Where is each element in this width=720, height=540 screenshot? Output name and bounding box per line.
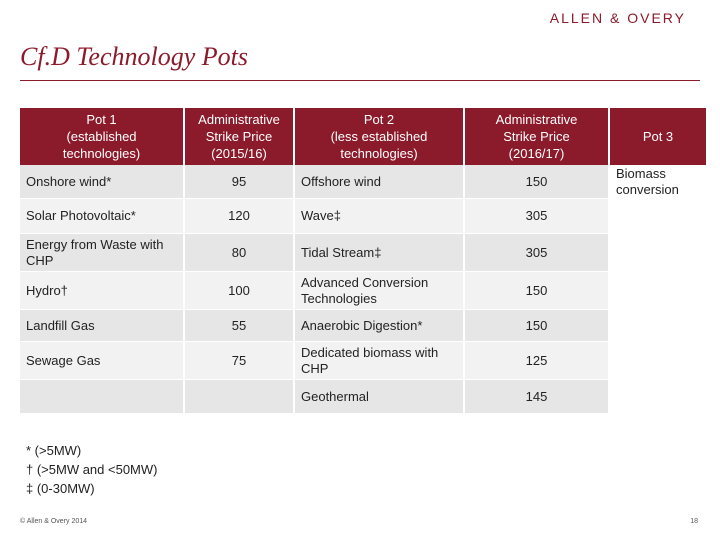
- strike-price-2016-cell: 125: [465, 342, 610, 380]
- allen-overy-logo: ALLEN & OVERY: [549, 10, 686, 26]
- header-strike-price-2015: Administrative Strike Price (2015/16): [185, 108, 295, 165]
- pot3-cell: [610, 234, 706, 272]
- slide-title: Cf.D Technology Pots: [20, 42, 248, 71]
- table-row: Solar Photovoltaic* 120 Wave‡ 305: [20, 199, 706, 234]
- title-divider: [20, 80, 700, 81]
- header-pot1: Pot 1 (established technologies): [20, 108, 185, 165]
- pot2-cell: Tidal Stream‡: [295, 234, 465, 272]
- strike-price-2016-cell: 150: [465, 310, 610, 342]
- pot1-cell: Hydro†: [20, 272, 185, 310]
- strike-price-2015-cell: 75: [185, 342, 295, 380]
- header-pot3: Pot 3: [610, 108, 706, 165]
- strike-price-2015-cell: 80: [185, 234, 295, 272]
- pot3-cell: [610, 310, 706, 342]
- copyright-text: © Allen & Overy 2014: [20, 518, 88, 525]
- strike-price-2015-cell: 120: [185, 199, 295, 234]
- pot2-cell: Advanced Conversion Technologies: [295, 272, 465, 310]
- pot2-cell: Dedicated biomass with CHP: [295, 342, 465, 380]
- pot1-cell: Energy from Waste with CHP: [20, 234, 185, 272]
- strike-price-2016-cell: 305: [465, 199, 610, 234]
- table-header-row: Pot 1 (established technologies) Administr…: [20, 108, 706, 165]
- pot2-cell: Wave‡: [295, 199, 465, 234]
- pot1-cell: Solar Photovoltaic*: [20, 199, 185, 234]
- pot3-cell: Biomass conversion: [610, 165, 706, 199]
- footnote: * (>5MW): [26, 443, 82, 458]
- table-row: Sewage Gas 75 Dedicated biomass with CHP 125: [20, 342, 706, 380]
- table-row: Hydro† 100 Advanced Conversion Technologies…: [20, 272, 706, 310]
- strike-price-2016-cell: 150: [465, 272, 610, 310]
- footnote: ‡ (0-30MW): [26, 481, 95, 496]
- pot1-cell: Landfill Gas: [20, 310, 185, 342]
- pot2-cell: Offshore wind: [295, 165, 465, 199]
- header-strike-price-2016: Administrative Strike Price (2016/17): [465, 108, 610, 165]
- pot2-cell: Geothermal: [295, 380, 465, 414]
- pot3-cell: [610, 272, 706, 310]
- table-row: Energy from Waste with CHP 80 Tidal Stream‡…: [20, 234, 706, 272]
- pot1-cell: Sewage Gas: [20, 342, 185, 380]
- table-row: Geothermal 145: [20, 380, 706, 414]
- strike-price-2015-cell: [185, 380, 295, 414]
- footnote: † (>5MW and <50MW): [26, 462, 158, 477]
- pot3-cell: [610, 199, 706, 234]
- pot3-cell: [610, 380, 706, 414]
- technology-pots-table: Pot 1 (established technologies) Administr…: [20, 108, 706, 414]
- strike-price-2016-cell: 150: [465, 165, 610, 199]
- strike-price-2015-cell: 95: [185, 165, 295, 199]
- strike-price-2016-cell: 145: [465, 380, 610, 414]
- pot1-cell: [20, 380, 185, 414]
- footnotes: * (>5MW) † (>5MW and <50MW) ‡ (0-30MW): [26, 441, 158, 498]
- table-row: Landfill Gas 55 Anaerobic Digestion* 150: [20, 310, 706, 342]
- table-row: Onshore wind* 95 Offshore wind 150 Biomass co…: [20, 165, 706, 199]
- strike-price-2016-cell: 305: [465, 234, 610, 272]
- pot2-cell: Anaerobic Digestion*: [295, 310, 465, 342]
- header-pot2: Pot 2 (less established technologies): [295, 108, 465, 165]
- page-number: 18: [690, 518, 698, 525]
- strike-price-2015-cell: 55: [185, 310, 295, 342]
- strike-price-2015-cell: 100: [185, 272, 295, 310]
- pot3-cell: [610, 342, 706, 380]
- pot1-cell: Onshore wind*: [20, 165, 185, 199]
